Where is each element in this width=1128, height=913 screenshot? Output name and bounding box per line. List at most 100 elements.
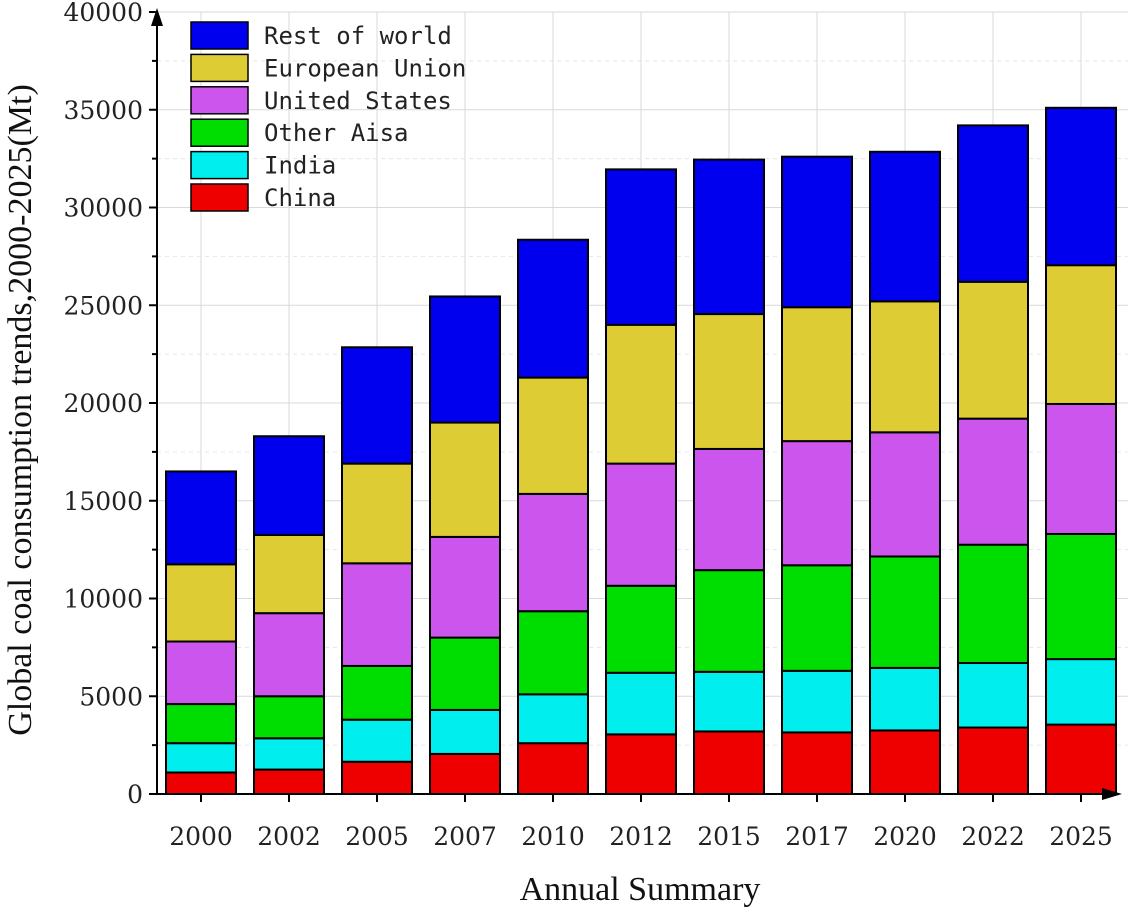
legend-swatch-india [190,150,249,180]
bar-segment-other-aisa-2007 [429,636,501,711]
bar-segment-china-2002 [253,768,325,795]
bar-segment-united-states-2012 [605,462,677,587]
bar-segment-united-states-2022 [957,417,1029,546]
bar-segment-european-union-2020 [869,300,941,434]
bar-segment-rest-of-world-2000 [165,470,237,566]
bar-segment-india-2005 [341,718,413,763]
x-tick-label: 2005 [345,822,409,851]
y-tick-label: 10000 [63,585,143,614]
bar-segment-india-2020 [869,666,941,732]
bar-segment-european-union-2022 [957,280,1029,420]
bar-segment-european-union-2010 [517,376,589,495]
x-axis-title: Annual Summary [520,871,761,908]
y-axis-title: Global coal consumption trends,2000-2025… [2,84,39,736]
legend: Rest of world European Union United States… [190,21,466,212]
bar-segment-other-aisa-2005 [341,664,413,721]
bar-segment-rest-of-world-2015 [693,158,765,316]
y-tick-label: 35000 [63,96,143,125]
bar-segment-other-aisa-2012 [605,584,677,674]
bar-segment-china-2025 [1045,723,1117,795]
bar-segment-india-2022 [957,662,1029,729]
bar-segment-european-union-2007 [429,421,501,538]
x-tick-label: 2012 [609,822,673,851]
bar-segment-china-2007 [429,752,501,795]
bar-segment-other-aisa-2025 [1045,532,1117,661]
bar-segment-china-2010 [517,742,589,795]
legend-label-rest-of-world: Rest of world [264,22,452,50]
bar-segment-rest-of-world-2020 [869,150,941,303]
bar-segment-other-aisa-2015 [693,569,765,673]
legend-label-european-union: European Union [264,54,466,82]
y-tick-label: 5000 [79,682,143,711]
bar-segment-rest-of-world-2002 [253,435,325,536]
bar-segment-united-states-2007 [429,535,501,639]
bar-segment-china-2022 [957,726,1029,796]
legend-swatch-european-union [190,53,249,83]
bar-segment-united-states-2002 [253,612,325,698]
bar-segment-rest-of-world-2010 [517,238,589,379]
bar-segment-china-2017 [781,731,853,795]
bar-segment-european-union-2012 [605,323,677,465]
bar-segment-india-2010 [517,693,589,745]
y-tick-label: 25000 [63,291,143,320]
y-tick-label: 15000 [63,487,143,516]
bar-segment-other-aisa-2010 [517,610,589,696]
bar-segment-united-states-2000 [165,640,237,706]
bar-segment-rest-of-world-2017 [781,155,853,309]
bar-segment-european-union-2002 [253,533,325,615]
bar-segment-other-aisa-2002 [253,695,325,740]
bar-segment-other-aisa-2020 [869,555,941,669]
bar-segment-china-2020 [869,729,941,796]
bars [165,106,1117,796]
bar-segment-european-union-2005 [341,462,413,565]
legend-label-other-aisa: Other Aisa [264,119,409,147]
x-tick-label: 2000 [169,822,233,851]
bar-segment-rest-of-world-2007 [429,295,501,424]
x-tick-label: 2022 [961,822,1025,851]
bar-segment-india-2015 [693,670,765,733]
x-tick-label: 2002 [257,822,321,851]
bar-segment-other-aisa-2000 [165,703,237,745]
bar-segment-european-union-2017 [781,306,853,443]
bar-segment-other-aisa-2022 [957,543,1029,665]
bar-segment-rest-of-world-2022 [957,124,1029,283]
x-axis-arrow [1102,788,1122,800]
x-tick-label: 2025 [1049,822,1113,851]
y-tick-label: 40000 [63,0,143,27]
bar-segment-china-2015 [693,730,765,796]
x-tick-label: 2007 [433,822,497,851]
bar-segment-china-2005 [341,760,413,795]
axes [151,8,1122,800]
bar-segment-european-union-2015 [693,313,765,450]
bar-segment-rest-of-world-2012 [605,168,677,326]
x-tick-label: 2020 [873,822,937,851]
x-tick-label: 2010 [521,822,585,851]
bar-segment-united-states-2015 [693,447,765,572]
y-axis-arrow [151,8,163,26]
bar-segment-india-2017 [781,669,853,734]
x-tick-label: 2015 [697,822,761,851]
bar-segment-india-2025 [1045,658,1117,726]
bar-segment-rest-of-world-2025 [1045,106,1117,267]
bar-segment-india-2002 [253,737,325,771]
legend-swatch-china [190,183,249,212]
y-tick-label: 0 [127,780,143,809]
bar-segment-rest-of-world-2005 [341,346,413,465]
bar-segment-european-union-2000 [165,563,237,643]
bar-segment-china-2000 [165,771,237,795]
x-tick-label: 2017 [785,822,849,851]
y-tick-label: 20000 [63,389,143,418]
bar-segment-united-states-2017 [781,440,853,567]
legend-label-india: India [264,152,336,180]
bar-segment-india-2000 [165,742,237,774]
bar-segment-other-aisa-2017 [781,564,853,672]
bar-segment-european-union-2025 [1045,264,1117,405]
bar-segment-india-2007 [429,708,501,755]
legend-label-china: China [264,184,336,212]
bar-segment-united-states-2020 [869,431,941,558]
bar-segment-india-2012 [605,671,677,736]
legend-swatch-rest-of-world [190,21,249,50]
legend-label-united-states: United States [264,87,452,115]
y-tick-label: 30000 [63,194,143,223]
